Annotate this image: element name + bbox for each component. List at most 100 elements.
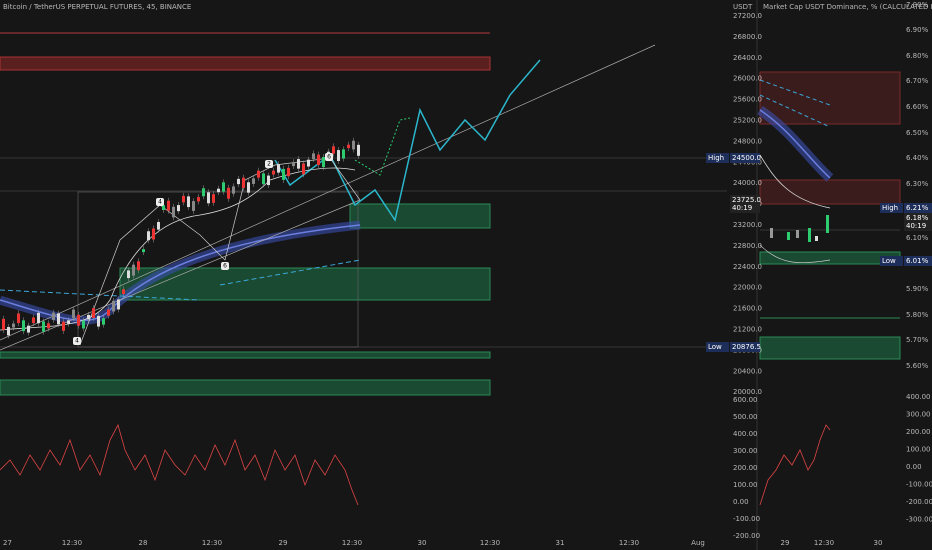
wave-badge (73, 337, 81, 345)
osc-label: 400.00 (906, 393, 931, 401)
candle (87, 314, 90, 320)
wave-label: 4 (158, 199, 162, 206)
badge-box (904, 256, 932, 266)
badge-box (730, 153, 760, 163)
candle (142, 249, 145, 253)
osc-label: 100.00 (906, 446, 931, 454)
candle (7, 327, 10, 336)
candle (352, 140, 355, 150)
osc-label: 600.00 (733, 396, 758, 404)
candle (27, 325, 30, 333)
badge-tag (706, 153, 729, 163)
price-label: 26800.0 (733, 33, 762, 41)
badge-value: 24500.0 (732, 154, 761, 162)
candle (217, 188, 220, 193)
candle (52, 312, 55, 320)
candle (127, 270, 130, 279)
price-label: 22400.0 (733, 263, 762, 271)
candle (107, 309, 110, 316)
candle (252, 178, 255, 184)
wave-badge (156, 198, 164, 206)
candle (237, 178, 240, 185)
time-label: 29 (279, 539, 288, 547)
candle (342, 149, 345, 159)
candle (357, 144, 360, 156)
badge-tag (880, 203, 903, 213)
wave-label: 6 (327, 154, 331, 161)
candle (167, 200, 170, 211)
osc-label: 200.00 (906, 428, 931, 436)
price-label: 5.60% (906, 362, 929, 370)
badge-value: 23725.0 (732, 196, 761, 204)
currency: USDT (733, 3, 753, 11)
candle (297, 159, 300, 169)
candle (92, 308, 95, 318)
osc-label: 0.00 (733, 498, 749, 506)
badge-label: High (708, 154, 724, 162)
price-label: 6.60% (906, 103, 929, 111)
osc-label: -100.00 (733, 515, 760, 523)
badge-label: High (882, 204, 898, 212)
candle (287, 167, 290, 177)
candle (2, 318, 5, 330)
candle (37, 312, 40, 324)
price-label: 27200.0 (733, 12, 762, 20)
price-label: 5.80% (906, 311, 929, 319)
time-label: 30 (874, 539, 883, 547)
price-label: 24800.0 (733, 137, 762, 145)
osc-label: 500.00 (733, 413, 758, 421)
candle (182, 195, 185, 203)
candle (292, 162, 295, 167)
candle (257, 170, 260, 178)
badge-box (904, 213, 932, 231)
candle (192, 201, 195, 211)
price-label: 23200.0 (733, 221, 762, 229)
candle (67, 320, 70, 324)
time-label: 27 (3, 539, 12, 547)
candle (337, 150, 340, 161)
candle (132, 264, 135, 276)
time-label: 30 (418, 539, 427, 547)
candle (57, 313, 60, 325)
badge-countdown: 40:19 (906, 222, 926, 230)
price-label: 25200.0 (733, 117, 762, 125)
candle (317, 154, 320, 166)
badge-value: 6.18% (906, 214, 929, 222)
wave-label: 4 (75, 338, 79, 345)
candle (157, 222, 160, 230)
osc-label: 400.00 (733, 430, 758, 438)
candle (77, 314, 80, 326)
badge-box (904, 203, 932, 213)
price-label: 6.30% (906, 180, 929, 188)
candle (232, 186, 235, 194)
candle (12, 323, 15, 328)
candle (242, 177, 245, 188)
price-label: 5.90% (906, 285, 929, 293)
badge-value: 20876.5 (732, 343, 761, 351)
price-label: 6.50% (906, 129, 929, 137)
time-label: 12:30 (619, 539, 639, 547)
price-label: 22000.0 (733, 284, 762, 292)
candle (247, 182, 250, 193)
wave-badge (221, 262, 229, 270)
candle (332, 146, 335, 154)
oscillator-line (0, 423, 359, 506)
time-label: 12:30 (202, 539, 222, 547)
price-label: 20000.0 (733, 388, 762, 396)
candle (117, 299, 120, 310)
candle (152, 228, 155, 240)
candle (322, 156, 325, 168)
candle (137, 261, 140, 271)
price-badge: High 6.21% (880, 203, 932, 213)
candle (302, 163, 305, 175)
candle (122, 289, 125, 295)
price-badge: Low 6.01% (880, 256, 932, 266)
price-label: 21600.0 (733, 305, 762, 313)
price-label: 26000.0 (733, 75, 762, 83)
time-label: Aug (691, 539, 705, 547)
price-label: 6.80% (906, 52, 929, 60)
price-label: 26400.0 (733, 54, 762, 62)
time-label: 12:30 (342, 539, 362, 547)
candle (32, 317, 35, 324)
price-label: 25600.0 (733, 96, 762, 104)
